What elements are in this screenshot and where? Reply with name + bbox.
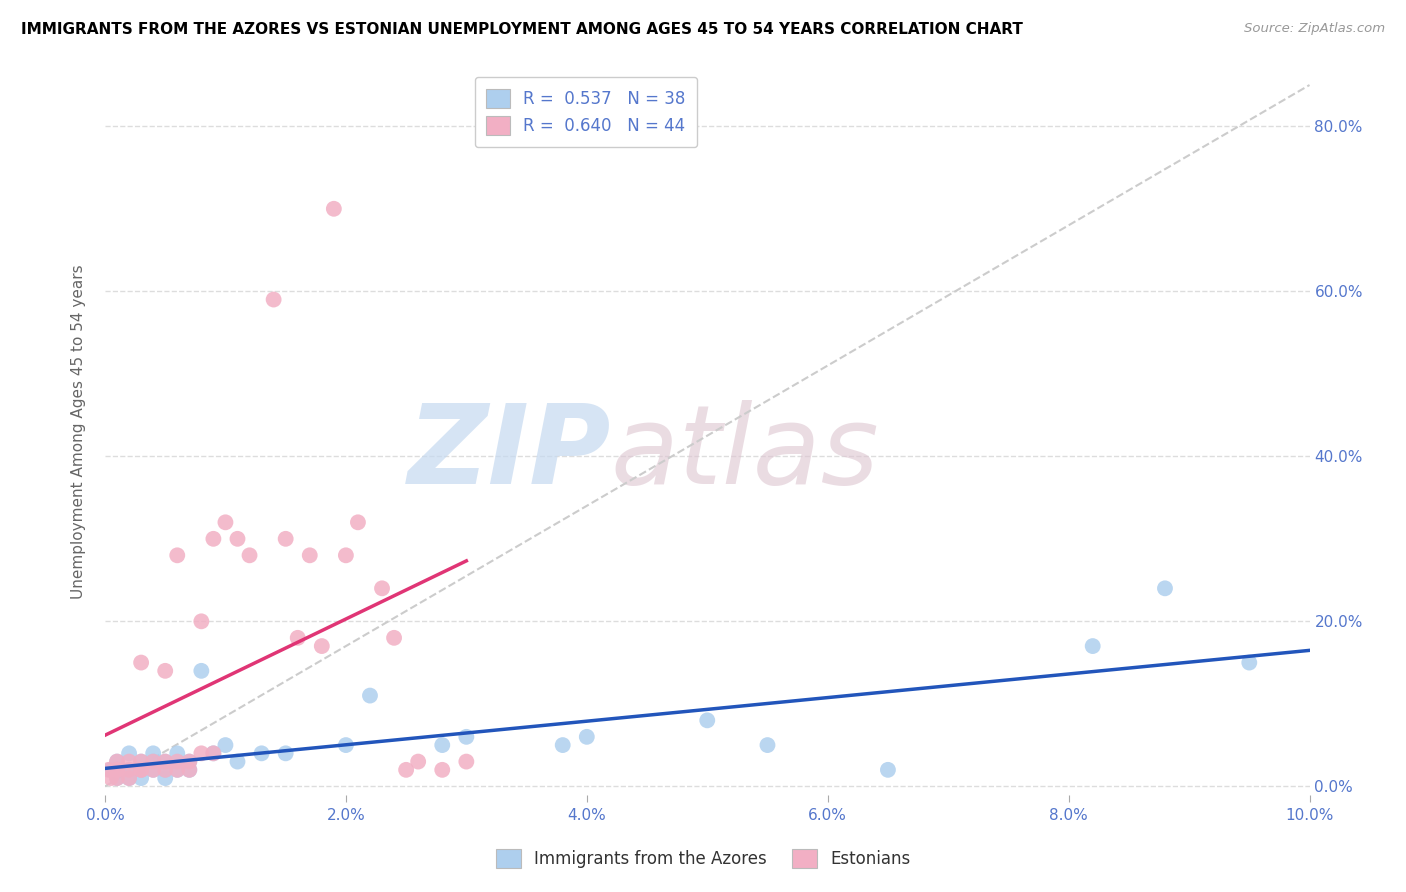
Point [179,763,201,777]
Point [105,771,128,785]
Point [395,763,418,777]
Point [129,755,152,769]
Y-axis label: Unemployment Among Ages 45 to 54 years: Unemployment Among Ages 45 to 54 years [72,264,86,599]
Point [250,747,273,761]
Point [202,532,225,546]
Point [105,763,128,777]
Point [118,763,141,777]
Point [105,771,128,785]
Point [155,763,177,777]
Point [432,738,454,752]
Point [877,763,900,777]
Point [166,747,188,761]
Point [142,763,165,777]
Point [202,747,225,761]
Point [179,755,201,769]
Point [190,664,212,678]
Point [382,631,405,645]
Point [456,755,478,769]
Point [105,763,128,777]
Point [166,755,188,769]
Point [575,730,598,744]
Point [142,755,165,769]
Point [432,763,454,777]
Point [406,755,429,769]
Point [371,582,394,596]
Point [155,763,177,777]
Point [359,689,381,703]
Point [287,631,309,645]
Point [105,755,128,769]
Point [214,516,236,530]
Point [105,763,128,777]
Point [335,549,357,563]
Point [166,549,188,563]
Point [756,738,779,752]
Point [179,763,201,777]
Point [166,763,188,777]
Point [696,714,718,728]
Point [179,755,201,769]
Point [335,738,357,752]
Point [118,755,141,769]
Point [142,747,165,761]
Point [118,771,141,785]
Point [155,664,177,678]
Point [155,755,177,769]
Point [226,755,249,769]
Point [97,763,120,777]
Legend: Immigrants from the Azores, Estonians: Immigrants from the Azores, Estonians [489,842,917,875]
Text: ZIP: ZIP [408,400,610,507]
Point [1239,656,1261,670]
Point [142,755,165,769]
Point [142,763,165,777]
Point [274,747,297,761]
Point [202,747,225,761]
Point [129,763,152,777]
Point [551,738,574,752]
Point [298,549,321,563]
Text: Source: ZipAtlas.com: Source: ZipAtlas.com [1244,22,1385,36]
Point [190,615,212,629]
Point [155,755,177,769]
Point [238,549,260,563]
Point [129,771,152,785]
Point [129,656,152,670]
Point [118,763,141,777]
Point [347,516,370,530]
Point [118,747,141,761]
Point [166,763,188,777]
Point [105,755,128,769]
Point [129,763,152,777]
Point [274,532,297,546]
Text: IMMIGRANTS FROM THE AZORES VS ESTONIAN UNEMPLOYMENT AMONG AGES 45 TO 54 YEARS CO: IMMIGRANTS FROM THE AZORES VS ESTONIAN U… [21,22,1024,37]
Point [100,771,122,785]
Point [118,771,141,785]
Point [100,763,122,777]
Point [190,747,212,761]
Point [129,763,152,777]
Point [1154,582,1177,596]
Point [1081,639,1104,653]
Point [311,639,333,653]
Point [129,755,152,769]
Point [155,771,177,785]
Point [322,202,344,216]
Legend: R =  0.537   N = 38, R =  0.640   N = 44: R = 0.537 N = 38, R = 0.640 N = 44 [475,77,697,147]
Point [456,730,478,744]
Point [226,532,249,546]
Point [214,738,236,752]
Point [263,293,285,307]
Text: atlas: atlas [610,400,880,507]
